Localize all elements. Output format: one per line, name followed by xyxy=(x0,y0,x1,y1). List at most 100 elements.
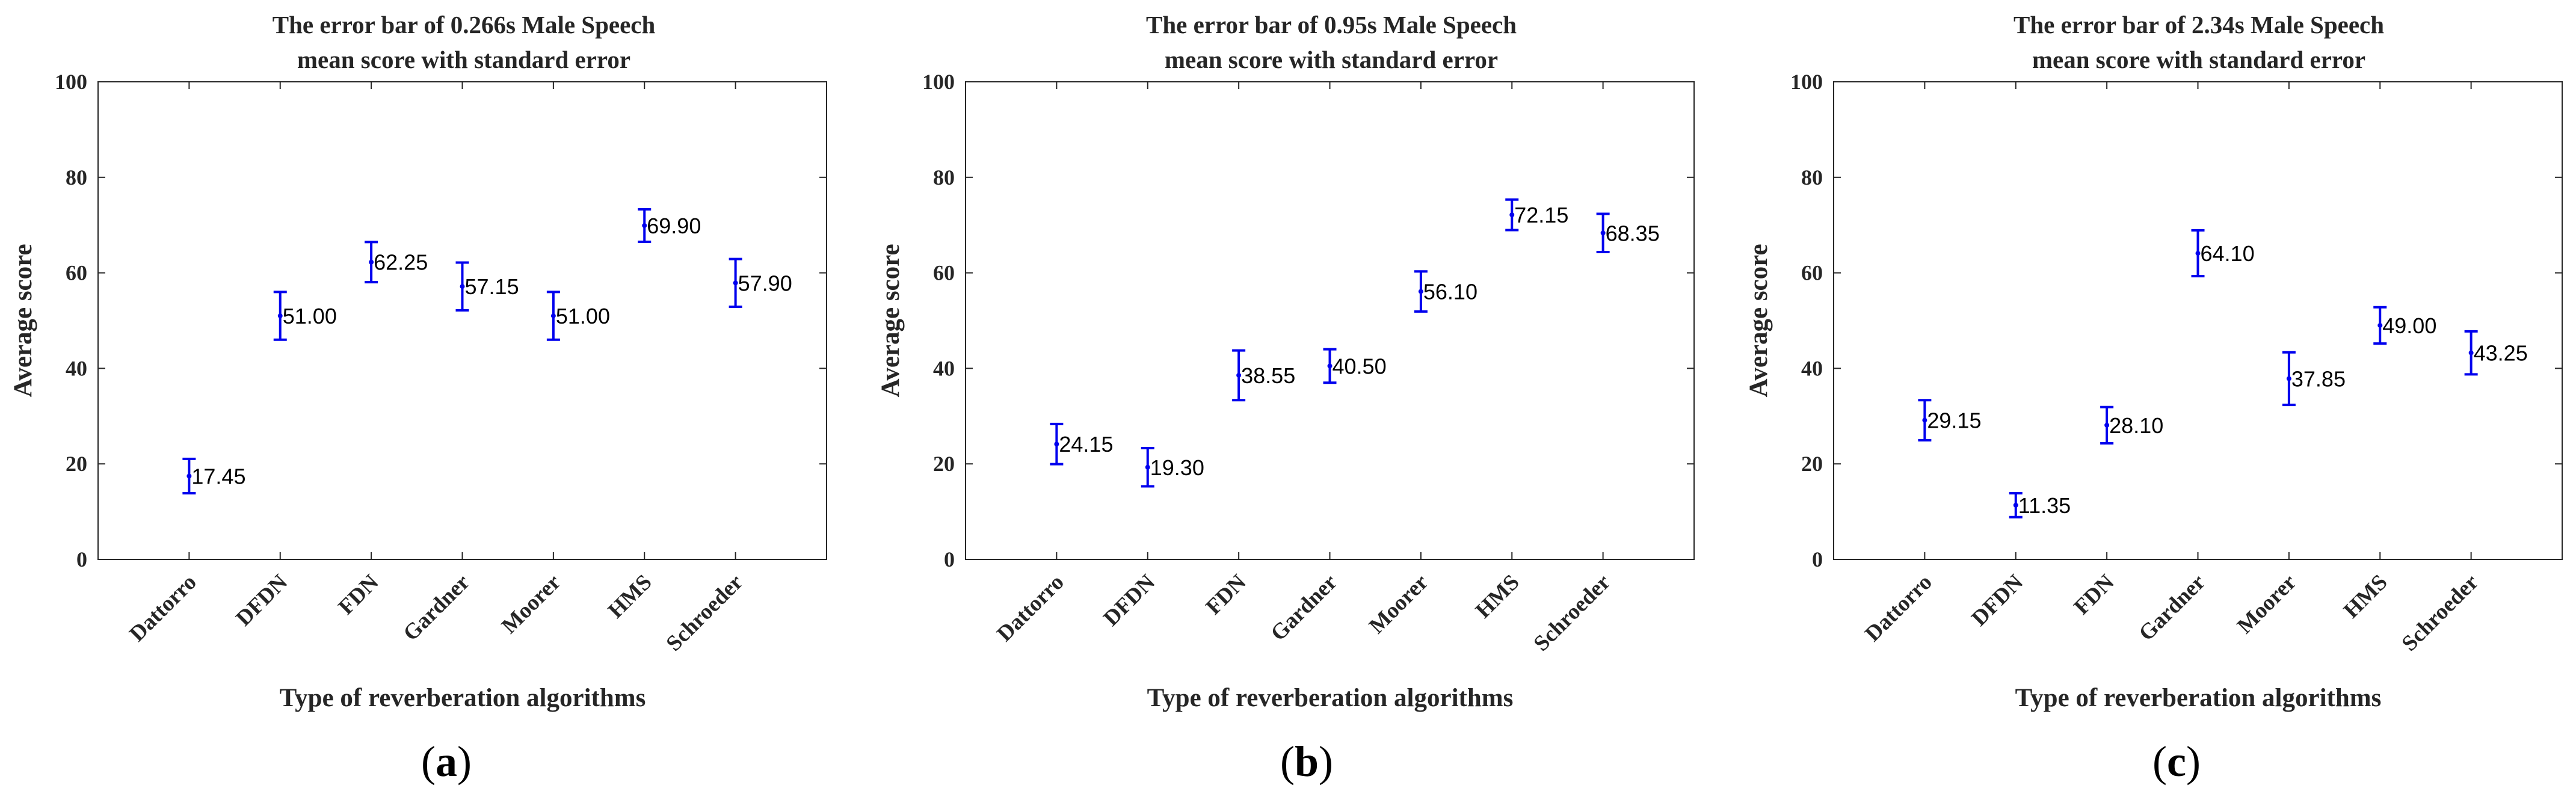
y-tick-label: 60 xyxy=(1801,261,1823,285)
chart-panel-c: The error bar of 2.34s Male Speech mean … xyxy=(1745,11,2563,786)
category-label: Schroeder xyxy=(662,570,748,656)
error-bar: 57.15 xyxy=(455,261,519,312)
data-label: 57.90 xyxy=(738,271,792,295)
panel-label-c: (c) xyxy=(2152,737,2201,786)
chart-title-line-2: mean score with standard error xyxy=(2032,46,2365,73)
y-tick-label: 40 xyxy=(933,356,955,380)
category-label: HMS xyxy=(1471,570,1524,623)
y-axis-label: Average score xyxy=(877,244,905,397)
data-label: 69.90 xyxy=(647,214,701,238)
mean-point xyxy=(1145,464,1150,470)
category-label: FDN xyxy=(1201,570,1251,620)
chart-title-line-1: The error bar of 2.34s Male Speech xyxy=(2014,11,2384,38)
panel-label-a: (a) xyxy=(421,737,472,786)
category-label: Gardner xyxy=(2134,570,2210,645)
mean-point xyxy=(2195,251,2201,256)
error-bar: 43.25 xyxy=(2464,330,2528,376)
error-bar: 51.00 xyxy=(273,291,337,341)
error-bar: 51.00 xyxy=(546,291,610,341)
mean-point xyxy=(2286,376,2291,381)
error-bar: 40.50 xyxy=(1323,348,1387,384)
error-bar: 28.10 xyxy=(2100,405,2163,445)
error-bar: 64.10 xyxy=(2191,229,2255,278)
error-bar: 24.15 xyxy=(1050,422,1113,466)
category-label: Gardner xyxy=(1266,570,1342,645)
category-label: DFDN xyxy=(1967,570,2028,631)
category-label: Dattorro xyxy=(992,570,1068,646)
chart-title-line-1: The error bar of 0.95s Male Speech xyxy=(1146,11,1517,38)
y-axis-label: Average score xyxy=(9,244,37,397)
mean-point xyxy=(186,473,192,479)
y-tick-label: 20 xyxy=(1801,452,1823,476)
error-bar: 57.90 xyxy=(729,257,792,308)
data-label: 19.30 xyxy=(1150,455,1204,480)
panel-letter: c xyxy=(2167,737,2186,786)
chart-panel-b: The error bar of 0.95s Male Speech mean … xyxy=(877,11,1695,786)
mean-point xyxy=(550,313,556,319)
category-label: HMS xyxy=(2339,570,2393,623)
error-bar: 69.90 xyxy=(638,208,701,243)
y-tick-label: 100 xyxy=(55,70,87,94)
error-bar: 19.30 xyxy=(1141,446,1204,488)
data-label: 56.10 xyxy=(1423,280,1478,304)
mean-point xyxy=(1922,417,1927,423)
error-bar: 29.15 xyxy=(1918,399,1981,442)
y-tick-label: 0 xyxy=(1812,547,1823,571)
panel-label-b: (b) xyxy=(1280,737,1333,786)
data-label: 68.35 xyxy=(1606,221,1660,245)
category-label: Moorer xyxy=(497,570,565,638)
mean-point xyxy=(1327,363,1333,369)
mean-point xyxy=(2468,350,2474,355)
error-bar: 62.25 xyxy=(365,241,428,284)
error-bars: 17.45 51.00 62.25 57.15 51.00 69.90 57.90 xyxy=(182,208,792,495)
error-bars: 24.15 19.30 38.55 40.50 56.10 72.15 68.35 xyxy=(1050,198,1660,488)
category-label: Dattorro xyxy=(1860,570,1937,646)
error-bar: 37.85 xyxy=(2282,351,2346,407)
data-label: 51.00 xyxy=(556,304,610,328)
plot-frame xyxy=(965,81,1695,560)
mean-point xyxy=(460,284,465,289)
mean-point xyxy=(1600,230,1606,236)
mean-point xyxy=(642,223,647,228)
chart-title-line-2: mean score with standard error xyxy=(1165,46,1498,73)
x-axis: Dattorro DFDN FDN Gardner Moorer HMS Schroeder xyxy=(125,82,748,656)
y-tick-label: 80 xyxy=(1801,165,1823,189)
data-label: 17.45 xyxy=(191,464,245,488)
data-label: 38.55 xyxy=(1241,363,1295,388)
error-bar: 68.35 xyxy=(1596,212,1660,254)
data-label: 29.15 xyxy=(1927,408,1981,433)
plot-frame xyxy=(1833,81,2563,560)
data-label: 72.15 xyxy=(1514,203,1568,227)
data-label: 24.15 xyxy=(1059,432,1113,457)
y-tick-label: 60 xyxy=(66,261,87,285)
error-bar: 11.35 xyxy=(2009,492,2071,519)
error-bar: 72.15 xyxy=(1505,198,1568,232)
y-tick-label: 0 xyxy=(76,547,87,571)
category-label: Moorer xyxy=(1364,570,1433,638)
mean-point xyxy=(277,313,283,319)
mean-point xyxy=(369,259,374,265)
data-label: 64.10 xyxy=(2201,241,2255,266)
x-axis-label: Type of reverberation algorithms xyxy=(1147,684,1514,712)
x-axis: Dattorro DFDN FDN Gardner Moorer HMS Schroeder xyxy=(1860,82,2483,656)
y-tick-label: 80 xyxy=(933,165,955,189)
data-label: 43.25 xyxy=(2474,341,2528,366)
panel-letter: a xyxy=(436,737,457,786)
error-bar: 38.55 xyxy=(1232,349,1295,402)
data-label: 40.50 xyxy=(1333,354,1387,378)
error-bar: 56.10 xyxy=(1414,270,1478,313)
error-bars: 29.15 11.35 28.10 64.10 37.85 49.00 43.25 xyxy=(1918,229,2528,519)
y-axis: 0 20 40 60 80 100 xyxy=(1790,70,2562,571)
category-label: Dattorro xyxy=(125,570,201,646)
category-label: Gardner xyxy=(399,570,475,645)
y-axis-label: Average score xyxy=(1745,244,1773,397)
data-label: 62.25 xyxy=(374,250,428,275)
category-label: DFDN xyxy=(1098,570,1160,631)
panel-letter: b xyxy=(1295,737,1319,786)
data-label: 37.85 xyxy=(2291,366,2346,391)
x-axis: Dattorro DFDN FDN Gardner Moorer HMS Schroeder xyxy=(992,82,1615,656)
chart-panel-a: The error bar of 0.266s Male Speech mean… xyxy=(9,11,827,786)
x-axis-label: Type of reverberation algorithms xyxy=(2015,684,2382,712)
data-label: 57.15 xyxy=(465,274,519,299)
